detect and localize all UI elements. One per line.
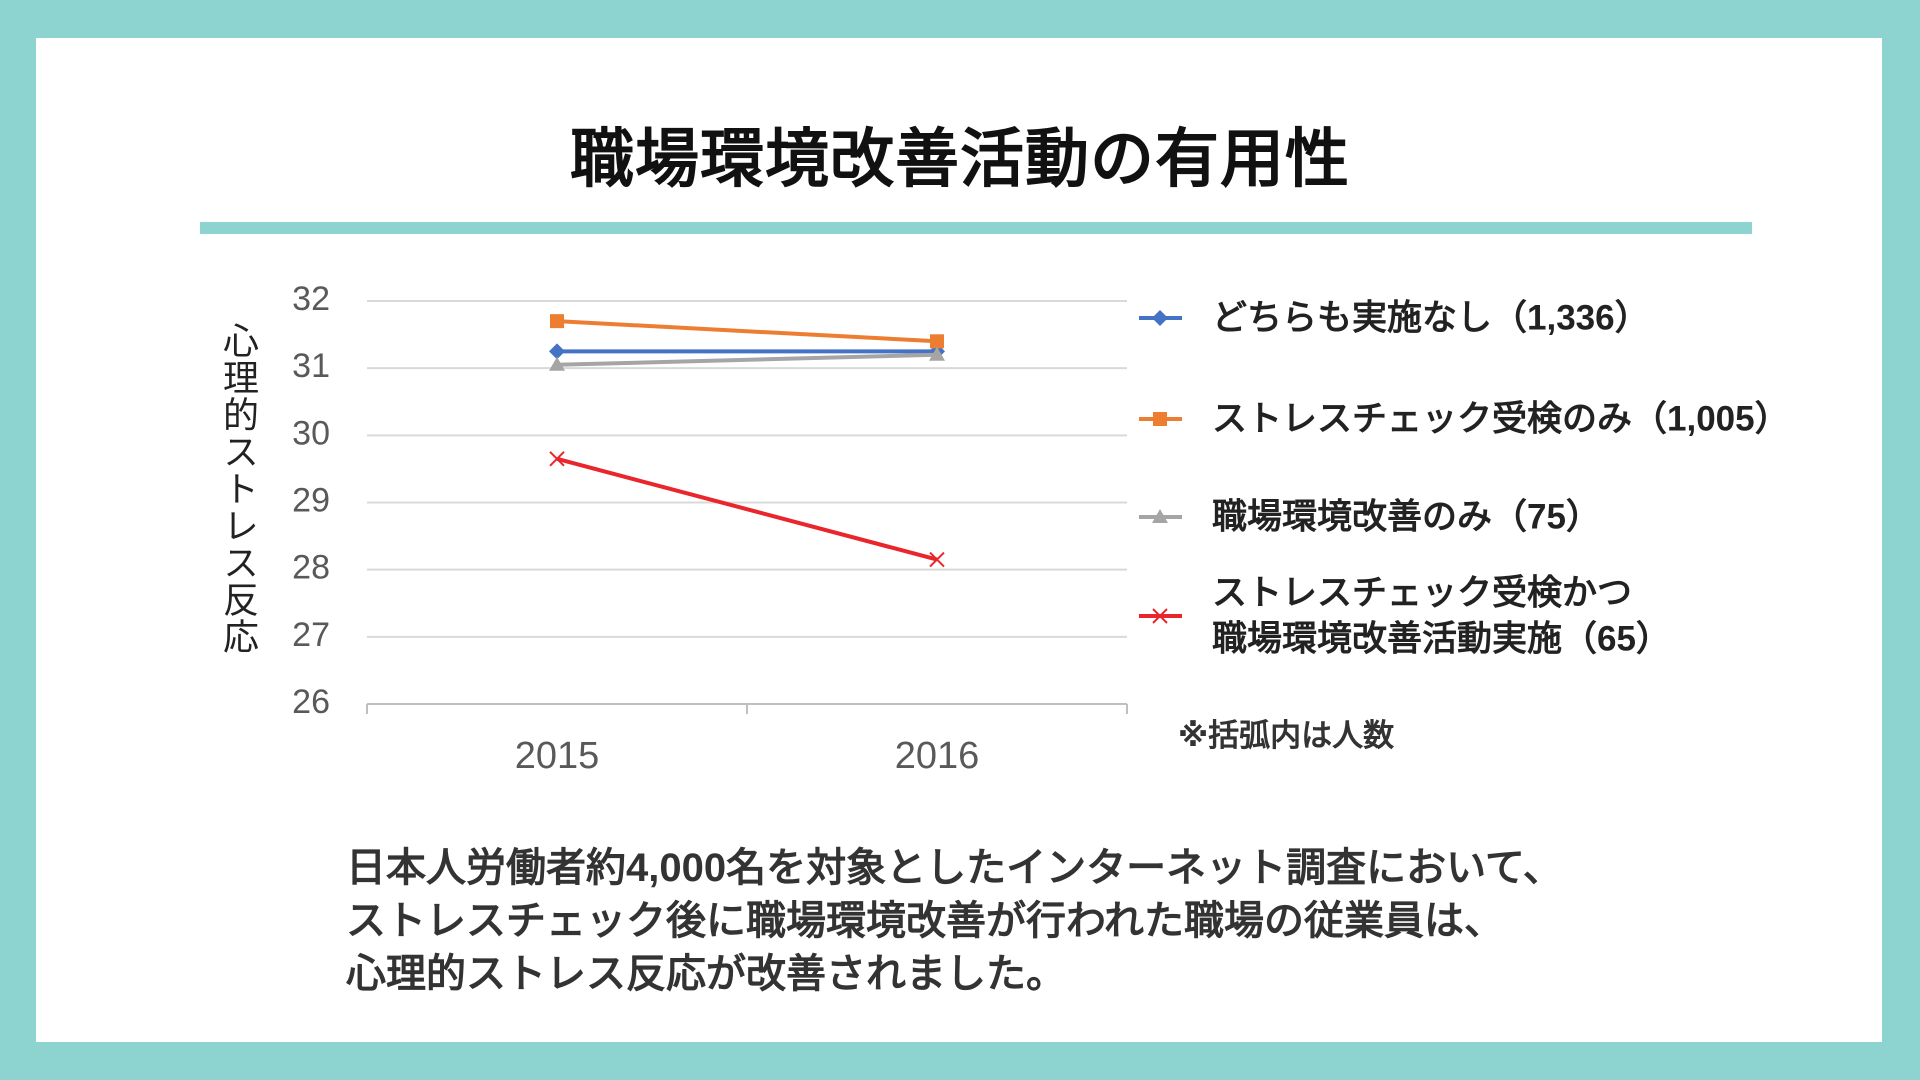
x-tick-label: 2016 [895, 735, 980, 777]
data-point [930, 334, 944, 349]
body-line: 心理的ストレス反応が改善されました。 [346, 952, 1066, 996]
data-point [929, 551, 945, 568]
data-point [549, 343, 565, 360]
y-tick-label: 31 [292, 347, 330, 385]
y-axis-label: 心理的ストレス反応 [218, 322, 259, 655]
y-tick-label: 30 [292, 414, 330, 452]
y-tick-label: 32 [292, 280, 330, 318]
y-tick-label: 29 [292, 481, 330, 519]
legend-label: ストレスチェック受検のみ（1,005） [1212, 399, 1790, 439]
series-line [556, 319, 938, 344]
card [36, 38, 1882, 1042]
legend-label: ストレスチェック受検かつ 職場環境改善活動実施（65） [1212, 573, 1671, 659]
data-point [929, 346, 945, 361]
legend-label: 職場環境改善のみ（75） [1212, 497, 1601, 537]
y-tick-label: 27 [292, 616, 330, 654]
body-line: 日本人労働者約4,000名を対象としたインターネット調査において、 [346, 846, 1563, 890]
note: ※括弧内は人数 [1178, 718, 1395, 753]
body-line: ストレスチェック後に職場環境改善が行われた職場の従業員は、 [346, 899, 1504, 943]
legend-label: どちらも実施なし（1,336） [1212, 298, 1650, 338]
legend-marker [1152, 310, 1168, 326]
body-text: 日本人労働者約4,000名を対象としたインターネット調査において、 ストレスチェッ… [346, 842, 1563, 1001]
data-point [549, 451, 565, 467]
divider [200, 222, 1752, 234]
legend-marker [1152, 608, 1168, 624]
series-line [556, 456, 938, 562]
y-tick-label: 26 [292, 683, 330, 721]
legend-marker [1152, 509, 1168, 523]
data-point [550, 314, 564, 329]
legend-marker [1153, 412, 1167, 426]
y-tick-label: 28 [292, 549, 330, 587]
series-line [556, 352, 938, 367]
x-tick-label: 2015 [515, 735, 600, 777]
slide-title: 職場環境改善活動の有用性 [570, 123, 1350, 195]
data-point [549, 356, 565, 371]
